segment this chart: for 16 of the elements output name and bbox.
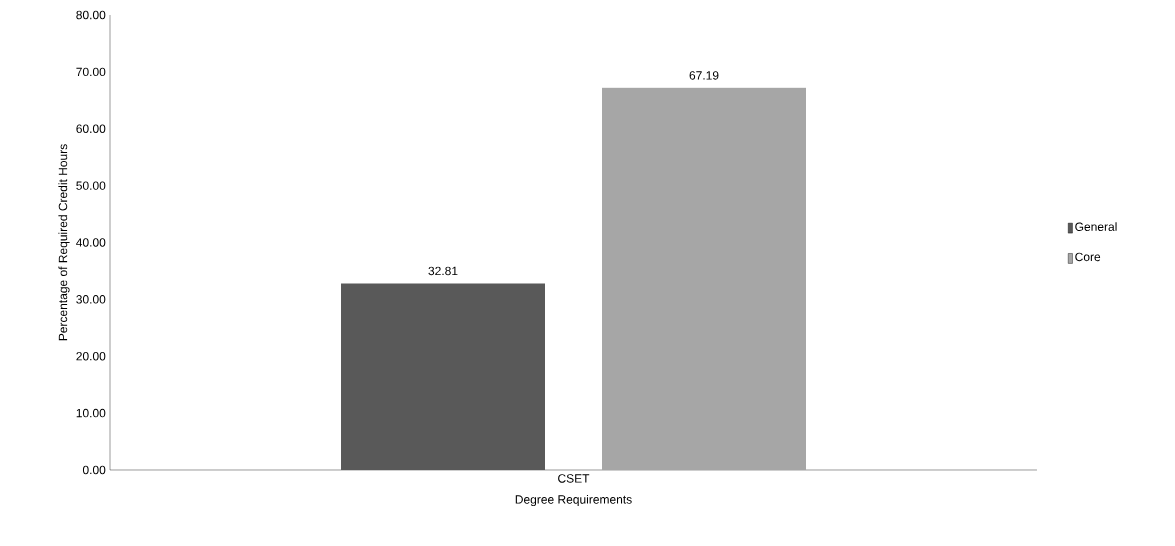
x-tick-label: CSET [558,474,590,483]
y-tick-label: 70.00 [76,67,106,77]
y-tick-label: 0.00 [82,465,106,475]
legend-label: General [1075,222,1117,231]
y-tick-label: 80.00 [76,10,106,20]
y-tick-label: 60.00 [76,124,106,133]
y-tick-label: 20.00 [76,352,106,361]
y-tick-label: 40.00 [76,238,106,247]
x-axis-title: Degree Requirements [515,494,632,507]
data-label: 67.19 [689,71,719,80]
y-tick-label: 10.00 [76,408,106,418]
y-tick-label: 30.00 [76,295,106,304]
y-tick-label: 50.00 [76,181,106,190]
legend-label: Core [1075,252,1101,262]
data-label: 32.81 [428,266,458,276]
y-axis-title: Percentage of Required Credit Hours [58,144,70,341]
